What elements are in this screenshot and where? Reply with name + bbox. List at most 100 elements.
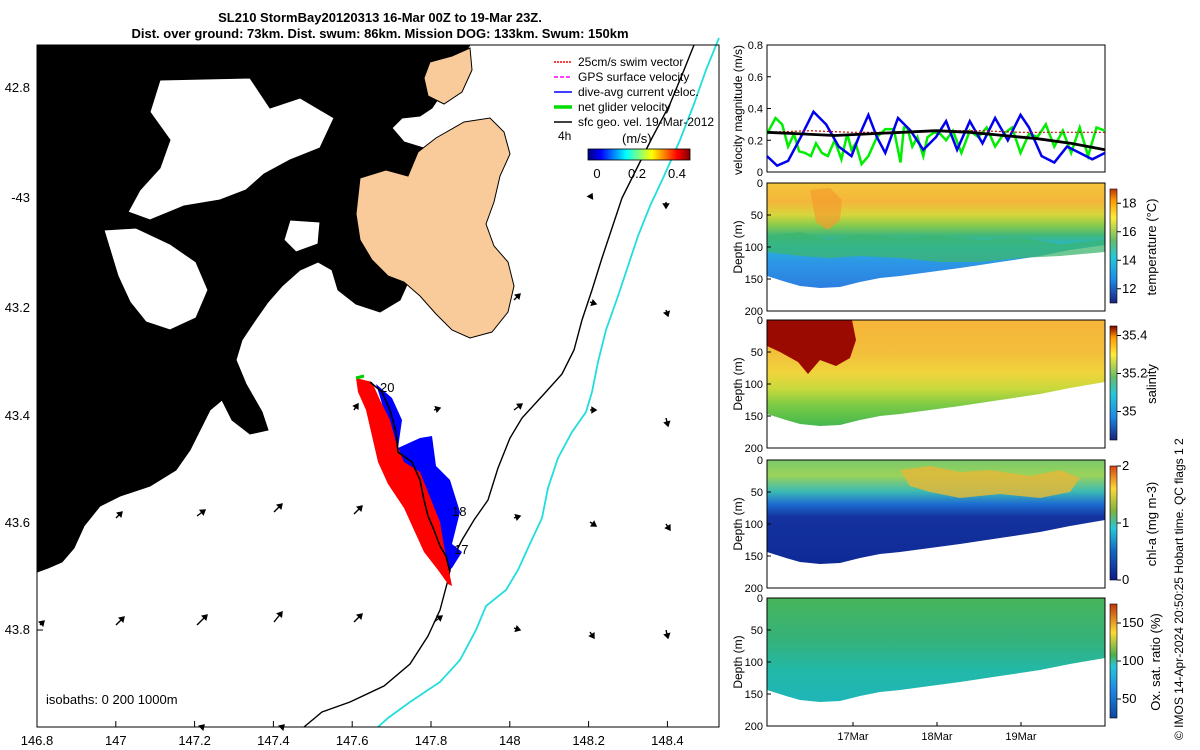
glider-track: 20 18 17 <box>355 374 468 586</box>
salinity-cbar-label: salinity <box>1144 364 1159 404</box>
vector-arrow-head <box>663 420 671 428</box>
vector-arrow-head <box>118 616 125 623</box>
vector-arrow-head <box>198 509 207 516</box>
oxygen-ylabel: Depth (m) <box>731 635 745 688</box>
map-ytick-label: 43.8 <box>5 622 30 637</box>
salinity-ylabel: Depth (m) <box>731 357 745 410</box>
track-label-20: 20 <box>380 380 394 395</box>
depth-tick-label: 150 <box>745 689 763 701</box>
depth-tick-label: 100 <box>745 657 763 669</box>
cbar-tick-label: 150 <box>1122 615 1144 630</box>
cbar-tick-label: 0 <box>1122 572 1129 587</box>
chl-colorbar-ticks: 0 1 2 <box>1117 458 1129 587</box>
map-xtick-label: 146.8 <box>21 733 54 748</box>
map-ytick-label: 43.6 <box>5 515 30 530</box>
temperature-section-fill <box>767 183 1105 288</box>
oxygen-cbar-label: Ox. sat. ratio (%) <box>1148 613 1163 711</box>
depth-tick-label: 150 <box>745 551 763 563</box>
chart-title-line1: SL210 StormBay20120313 16-Mar 00Z to 19-… <box>218 10 542 25</box>
vector-arrow-head <box>514 293 521 300</box>
cbar-tick-label: 16 <box>1122 224 1136 239</box>
velocity-ytick-label: 0.4 <box>748 104 763 116</box>
depth-tick-label: 200 <box>745 583 763 595</box>
oxygen-panel: 0 50 100 150 200 17Mar 18Mar 19Mar Depth (m) 5… <box>731 593 1163 743</box>
vector-arrow-head <box>352 402 359 410</box>
cbar-tick-label: 35 <box>1122 404 1136 419</box>
forestier-land <box>423 47 473 105</box>
depth-tick-label: 50 <box>751 625 763 637</box>
cbar-tick-label: 12 <box>1122 281 1136 296</box>
vector-arrow-head <box>514 513 522 522</box>
imos-credit: © IMOS 14-Apr-2024 20:50:25 Hobart time.… <box>1172 438 1186 740</box>
map-xtick-label: 147 <box>105 733 127 748</box>
velocity-series-line-0 <box>765 115 1106 167</box>
salinity-y-axis: 0 50 100 150 200 <box>745 315 771 455</box>
map-colorbar: (m/s) 0 0.2 0.4 <box>587 131 691 181</box>
cbar-tick-label: 100 <box>1122 653 1144 668</box>
vector-arrow-head <box>356 505 363 512</box>
oxygen-colorbar <box>1109 603 1118 719</box>
map-axes-frame <box>36 44 720 728</box>
depth-tick-label: 0 <box>757 593 763 605</box>
depth-tick-label: 100 <box>745 379 763 391</box>
map-xtick-label: 148.4 <box>651 733 684 748</box>
temperature-colorbar-ticks: 12 14 16 18 <box>1117 195 1136 296</box>
temperature-panel: 0 50 100 150 200 Depth (m) 12 14 16 18 temperat… <box>731 178 1159 318</box>
velocity-ytick-label: 0 <box>757 167 763 179</box>
salinity-colorbar-ticks: 35 35.2 35.4 <box>1117 328 1147 419</box>
vector-arrow-head <box>514 624 522 633</box>
red-swim-region <box>356 378 452 586</box>
chl-cbar-label: chl-a (mg m-3) <box>1144 482 1159 567</box>
tasman-peninsula-land <box>355 117 515 339</box>
cbar-tick-label: 35.2 <box>1122 366 1147 381</box>
date-tick-label: 19Mar <box>1005 731 1037 743</box>
legend-label-sfcgeo: sfc geo. vel. 19-Mar-2012 <box>578 115 714 129</box>
map-colorbar-ticks: 0 0.2 0.4 <box>593 166 686 181</box>
cbar-tick-label: 2 <box>1122 458 1129 473</box>
depth-tick-label: 150 <box>745 411 763 423</box>
vector-arrow-head <box>356 613 363 620</box>
map-xtick-label: 147.4 <box>257 733 290 748</box>
map-colorbar-tick-label: 0 <box>593 166 600 181</box>
temperature-cbar-label: temperature (°C) <box>1144 199 1159 296</box>
velocity-series <box>765 109 1106 168</box>
vector-arrow-head <box>116 511 123 518</box>
temperature-green-band <box>767 232 1105 262</box>
map-xtick-label: 148.2 <box>572 733 605 748</box>
vector-arrow-head <box>38 620 45 627</box>
map-x-axis: 146.8 147 147.2 147.4 147.6 147.8 148 148.2 148.… <box>21 721 684 748</box>
depth-tick-label: 50 <box>751 347 763 359</box>
isobaths-label: isobaths: 0 200 1000m <box>46 692 178 707</box>
vector-arrow-head <box>591 406 598 414</box>
isobath-200m <box>303 44 695 728</box>
mainland-land <box>36 44 471 573</box>
velocity-panel: 0 0.2 0.4 0.6 0.8 velocity magnitude (m/s) <box>731 40 1106 179</box>
depth-tick-label: 100 <box>745 519 763 531</box>
chart-title-line2: Dist. over ground: 73km. Dist. swum: 86k… <box>131 26 629 41</box>
velocity-series-line-3 <box>766 129 1106 152</box>
depth-tick-label: 100 <box>745 242 763 254</box>
velocity-ytick-label: 0.6 <box>748 72 763 84</box>
vector-arrow-head <box>590 298 598 307</box>
current-vector-field <box>38 192 671 731</box>
date-tick-label: 17Mar <box>837 731 869 743</box>
map-xtick-label: 147.6 <box>336 733 369 748</box>
chl-y-axis: 0 50 100 150 200 <box>745 455 771 595</box>
track-label-17: 17 <box>454 542 468 557</box>
oxygen-y-axis: 0 50 100 150 200 <box>745 593 771 733</box>
vector-arrow-head <box>588 632 595 640</box>
chl-ylabel: Depth (m) <box>731 497 745 550</box>
velocity-ylabel: velocity magnitude (m/s) <box>731 45 745 175</box>
vector-arrow-head <box>201 614 208 621</box>
cbar-tick-label: 1 <box>1122 515 1129 530</box>
track-label-18: 18 <box>452 504 466 519</box>
vector-arrow-head <box>435 615 444 622</box>
cbar-tick-label: 50 <box>1122 691 1136 706</box>
vector-arrow-head <box>662 310 671 318</box>
vector-arrow-head <box>586 192 594 200</box>
map-xtick-label: 147.2 <box>178 733 211 748</box>
oxygen-x-axis: 17Mar 18Mar 19Mar <box>837 722 1037 743</box>
depth-tick-label: 0 <box>757 315 763 327</box>
oxygen-section-fill <box>767 598 1105 702</box>
